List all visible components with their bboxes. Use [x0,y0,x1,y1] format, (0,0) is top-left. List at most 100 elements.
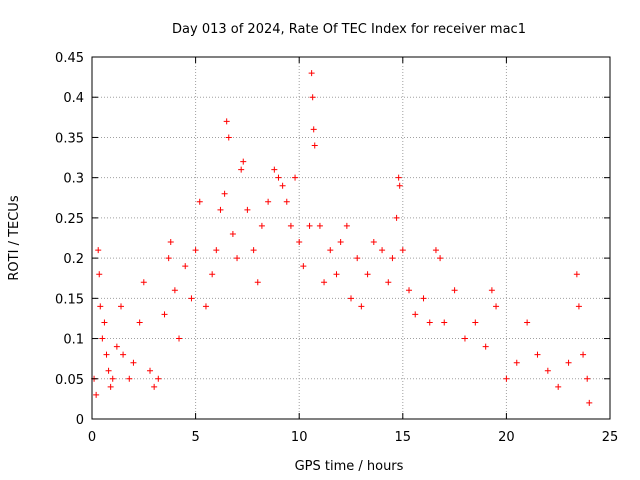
data-point [93,391,100,398]
data-point [337,239,344,246]
data-point [586,399,593,406]
data-point [126,375,133,382]
data-point [544,367,551,374]
data-point [105,367,112,374]
data-point [221,190,228,197]
data-point [182,263,189,270]
data-point [234,255,241,262]
data-point [379,247,386,254]
data-point [188,295,195,302]
data-point [225,134,232,141]
data-point [420,295,427,302]
x-tick-label: 0 [88,430,96,445]
data-point [482,343,489,350]
data-point [118,303,125,310]
data-point [265,198,272,205]
data-point [358,303,365,310]
data-point [171,287,178,294]
y-tick-label: 0.2 [63,252,84,267]
data-point [240,158,247,165]
data-point [254,279,261,286]
data-point [101,319,108,326]
data-point [151,383,158,390]
data-point [165,255,172,262]
data-point [437,255,444,262]
data-point [321,279,328,286]
data-points [91,70,593,406]
data-point [426,319,433,326]
data-point [451,287,458,294]
data-point [296,239,303,246]
data-point [120,351,127,358]
data-point [399,247,406,254]
data-point [370,239,377,246]
data-point [461,335,468,342]
data-point [279,182,286,189]
data-point [97,303,104,310]
x-tick-label: 20 [498,430,515,445]
data-point [311,142,318,149]
data-point [343,222,350,229]
data-point [396,182,403,189]
data-point [354,255,361,262]
y-tick-label: 0.4 [63,91,84,106]
data-point [229,230,236,237]
axis-ticks: 0 0.05 0.1 0.15 0.2 0.25 0.3 0.35 0.4 0.45 0 5 10 15 2… [55,51,618,445]
data-point [393,214,400,221]
data-point [283,198,290,205]
data-point [309,94,316,101]
data-point [432,247,439,254]
data-point [310,126,317,133]
data-point [113,343,120,350]
y-tick-label: 0.3 [63,172,84,187]
data-point [140,279,147,286]
data-point [316,222,323,229]
data-point [441,319,448,326]
data-point [348,295,354,302]
data-point [96,271,103,278]
data-point [99,335,106,342]
grid [92,57,610,419]
data-point [258,222,265,229]
data-point [192,247,199,254]
y-tick-label: 0.25 [55,212,84,227]
data-point [364,271,371,278]
data-point [503,375,510,382]
data-point [389,255,396,262]
data-point [524,319,531,326]
data-point [385,279,392,286]
data-point [580,351,587,358]
x-tick-label: 10 [291,430,308,445]
data-point [395,174,402,181]
data-point [209,271,216,278]
data-point [161,311,168,318]
data-point [244,206,251,213]
data-point [136,319,143,326]
y-tick-label: 0.45 [55,51,84,66]
data-point [202,303,209,310]
x-tick-label: 15 [395,430,412,445]
x-axis-label: GPS time / hours [295,459,404,474]
data-point [575,303,582,310]
data-point [130,359,137,366]
chart-title: Day 013 of 2024, Rate Of TEC Index for r… [172,22,526,37]
data-point [565,359,572,366]
data-point [300,263,307,270]
data-point [287,222,294,229]
data-point [488,287,495,294]
data-point [584,375,591,382]
data-point [271,166,278,173]
data-point [176,335,183,342]
y-tick-label: 0.35 [55,131,84,146]
data-point [292,174,299,181]
y-tick-label: 0.15 [55,292,84,307]
y-axis-label: ROTI / TECUs [7,195,22,280]
data-point [103,351,110,358]
data-point [327,247,334,254]
y-tick-label: 0 [76,413,84,428]
data-point [534,351,541,358]
y-tick-label: 0.05 [55,373,84,388]
data-point [107,383,114,390]
data-point [95,247,102,254]
